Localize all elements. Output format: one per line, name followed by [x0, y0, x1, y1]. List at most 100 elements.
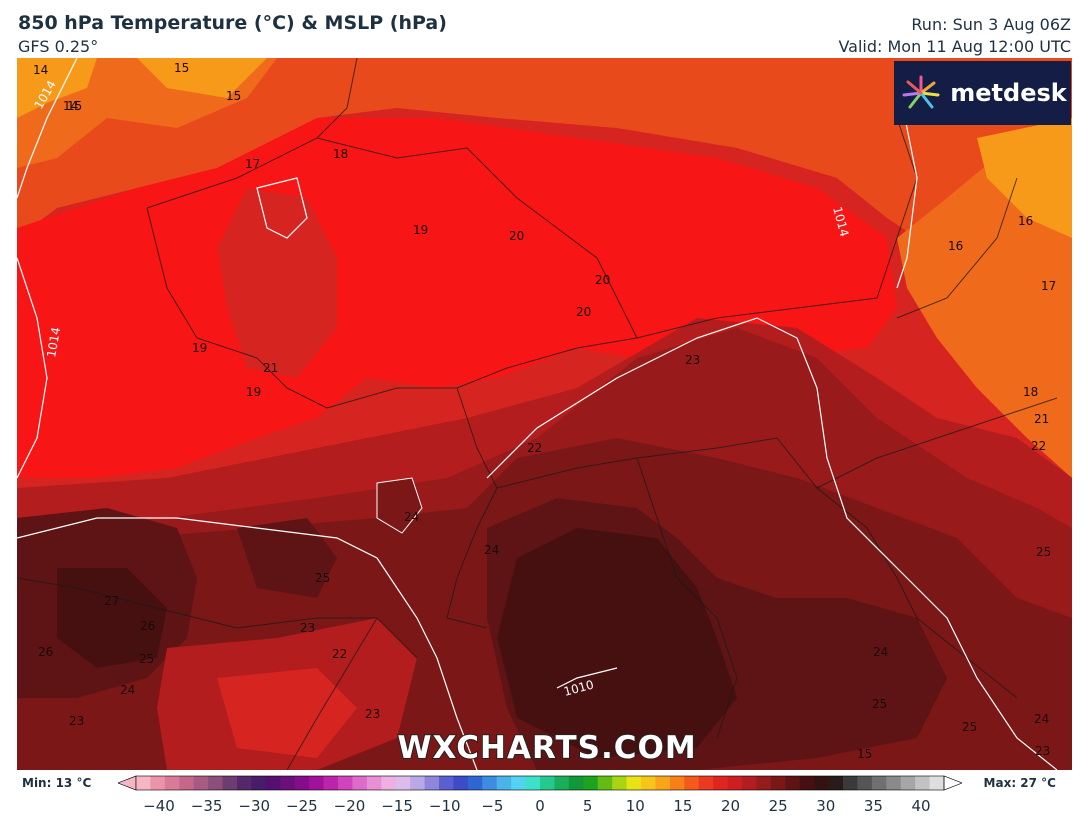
temperature-label: 25 — [139, 652, 154, 666]
temperature-label: 25 — [315, 571, 330, 585]
colorbar-swatch — [727, 776, 743, 790]
colorbar-swatch — [179, 776, 195, 790]
colorbar-swatch — [193, 776, 209, 790]
temperature-label: 24 — [404, 510, 419, 524]
colorbar-swatch — [395, 776, 411, 790]
zone-21a — [217, 188, 337, 378]
zone-17 — [17, 58, 1072, 328]
temperature-label: 18 — [333, 147, 348, 161]
colorbar-swatch — [698, 776, 714, 790]
metdesk-logo: metdesk — [894, 61, 1071, 125]
temperature-label: 23 — [300, 621, 315, 635]
logo-text: metdesk — [950, 79, 1067, 107]
colorbar: Min: 13 °C −40 −35 −30 −25 −20 −15 −10 −5 0 5 10 15… — [0, 772, 1088, 833]
colorbar-swatch — [525, 776, 541, 790]
temperature-label: 25 — [1036, 545, 1051, 559]
colorbar-tick-label: 5 — [583, 797, 593, 815]
temperature-label: 22 — [1031, 439, 1046, 453]
colorbar-swatch — [871, 776, 887, 790]
temperature-label: 18 — [1023, 385, 1038, 399]
temperature-label: 24 — [120, 683, 135, 697]
temperature-label: 14 — [63, 99, 78, 113]
colorbar-swatch — [843, 776, 858, 790]
colorbar-swatch — [915, 776, 931, 790]
colorbar-max-arrow — [943, 775, 962, 791]
colorbar-swatch — [237, 776, 252, 790]
isobars — [17, 58, 1058, 770]
temperature-label: 19 — [413, 223, 428, 237]
colorbar-scale: −40 −35 −30 −25 −20 −15 −10 −5 0 5 10 15 20 25 30 35 40 — [118, 775, 962, 815]
temperature-label: 22 — [332, 647, 347, 661]
temperature-label: 15 — [857, 747, 872, 761]
temperature-label: 16 — [1018, 214, 1033, 228]
temperature-label: 23 — [69, 714, 84, 728]
colorbar-tick-label: 40 — [911, 797, 930, 815]
colorbar-swatch — [453, 776, 469, 790]
zone-25-mid — [237, 518, 337, 598]
colorbar-swatch — [626, 776, 642, 790]
colorbar-swatch — [568, 776, 584, 790]
colorbar-swatch — [785, 776, 801, 790]
colorbar-swatch — [799, 776, 815, 790]
colorbar-swatch — [929, 776, 945, 790]
colorbar-tick-label: −10 — [429, 797, 461, 815]
colorbar-swatch — [828, 776, 844, 790]
colorbar-tick-label: 35 — [864, 797, 883, 815]
colorbar-tick-label: −5 — [481, 797, 503, 815]
colorbar-swatch — [280, 776, 296, 790]
colorbar-swatch — [251, 776, 267, 790]
colorbar-tick-label: −20 — [334, 797, 366, 815]
colorbar-swatch — [309, 776, 325, 790]
colorbar-swatch — [208, 776, 224, 790]
colorbar-swatch — [136, 776, 151, 790]
temperature-label: 19 — [192, 341, 207, 355]
colorbar-tick-label: −30 — [238, 797, 270, 815]
zone-26 — [497, 528, 737, 758]
temperature-label: 20 — [576, 305, 591, 319]
colorbar-swatch — [742, 776, 757, 790]
colorbar-swatch — [294, 776, 310, 790]
temperature-label: 20 — [509, 229, 524, 243]
temperature-label: 23 — [1035, 744, 1050, 758]
colorbar-swatch — [381, 776, 397, 790]
temperature-label: 25 — [962, 720, 977, 734]
temperature-label: 15 — [226, 89, 241, 103]
zone-24-patch — [376, 477, 423, 534]
zone-26-west — [57, 568, 167, 668]
zone-14-left — [17, 58, 97, 118]
temperature-label: 25 — [872, 697, 887, 711]
colorbar-swatch — [554, 776, 570, 790]
colorbar-swatch — [540, 776, 555, 790]
colorbar-tick-label: 0 — [535, 797, 545, 815]
temperature-label: 23 — [685, 353, 700, 367]
temperature-label: 20 — [595, 273, 610, 287]
isobar-label: 1014 — [44, 326, 63, 359]
colorbar-outline — [135, 775, 945, 791]
colorbar-swatch — [583, 776, 599, 790]
colorbar-swatch — [684, 776, 700, 790]
temperature-label: 19 — [246, 385, 261, 399]
colorbar-swatch — [669, 776, 685, 790]
colorbar-min-label: Min: 13 °C — [22, 776, 92, 790]
colorbar-swatch — [770, 776, 786, 790]
colorbar-tick-label: −25 — [286, 797, 318, 815]
temperature-label: 17 — [1041, 279, 1056, 293]
temperature-label: 15 — [67, 99, 82, 113]
chart-title: 850 hPa Temperature (°C) & MSLP (hPa) — [18, 12, 447, 34]
colorbar-tick-label: −35 — [191, 797, 223, 815]
temperature-label: 22 — [527, 441, 542, 455]
colorbar-swatch — [265, 776, 281, 790]
temperature-label: 16 — [948, 239, 963, 253]
colorbar-swatch — [222, 776, 238, 790]
zone-21-south — [217, 668, 357, 758]
colorbar-swatch — [150, 776, 166, 790]
temperature-label: 21 — [1034, 412, 1049, 426]
temperature-label: 21 — [263, 361, 278, 375]
colorbar-swatch — [424, 776, 440, 790]
colorbar-min-arrow — [118, 775, 137, 791]
temperature-label: 23 — [365, 707, 380, 721]
colorbar-tick-label: −15 — [381, 797, 413, 815]
colorbar-swatch — [886, 776, 902, 790]
